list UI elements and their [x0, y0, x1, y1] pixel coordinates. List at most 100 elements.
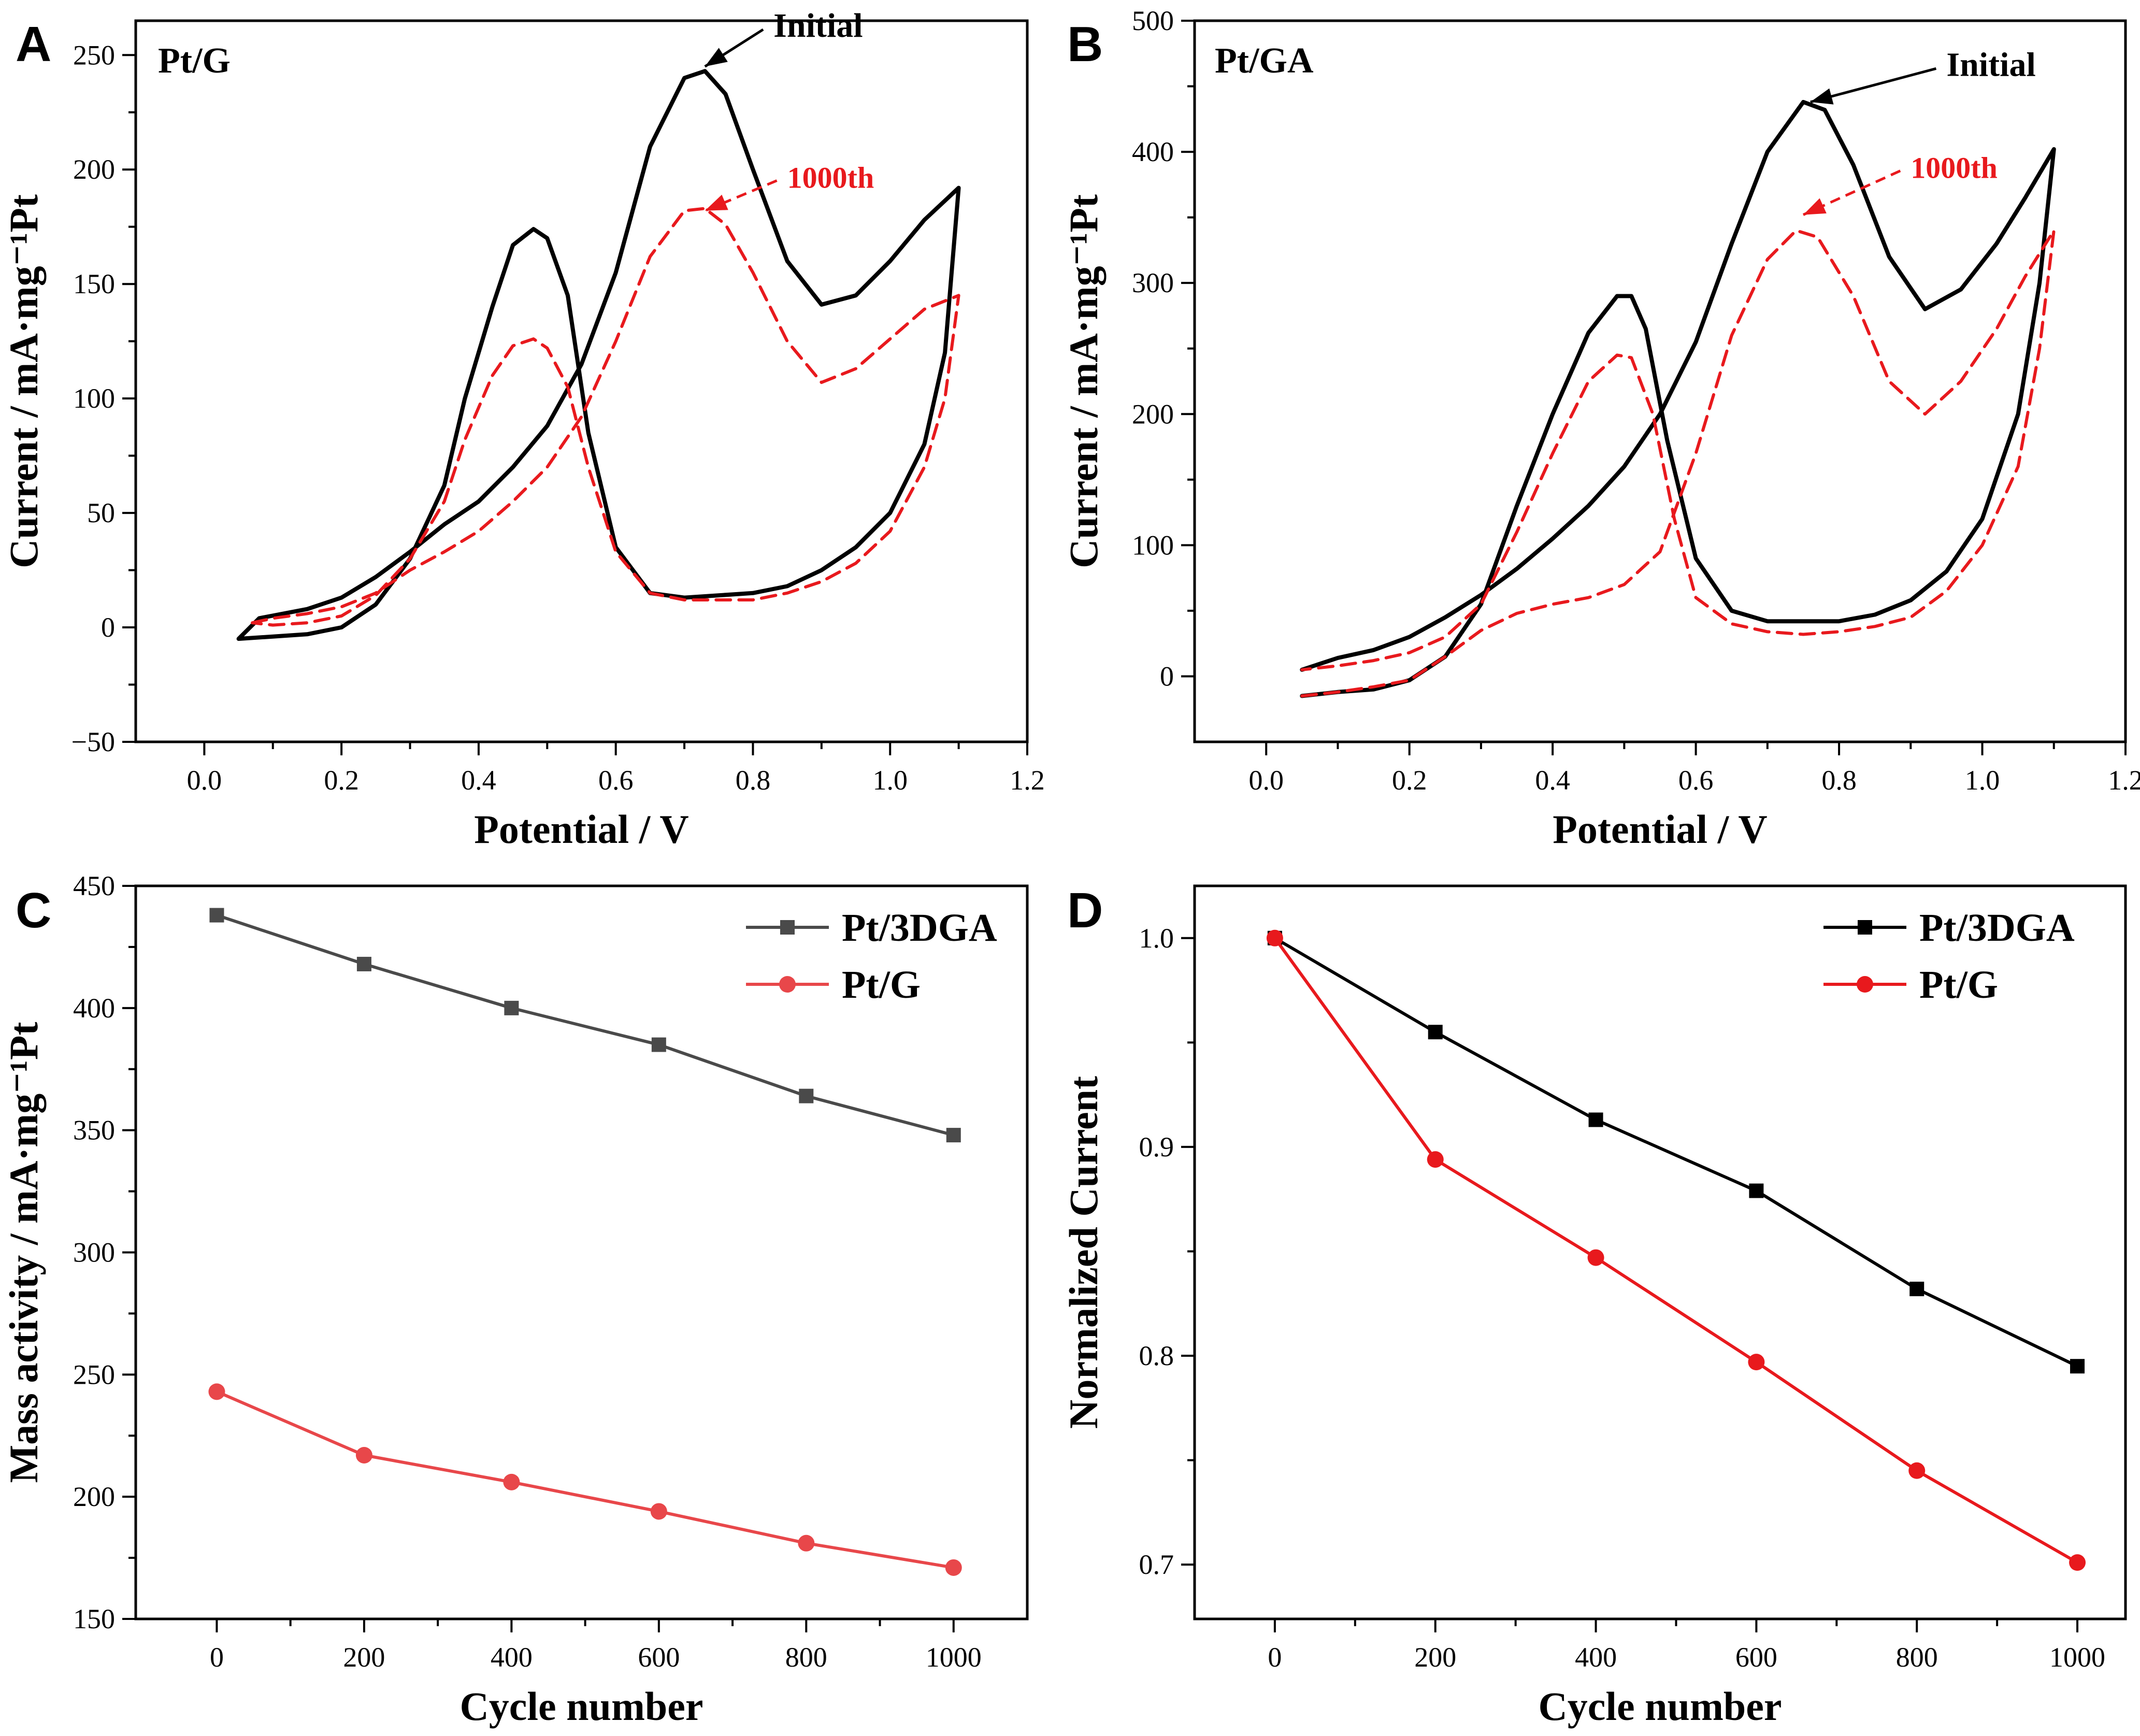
plot-frame — [1193, 19, 2127, 743]
y-tick-label: 100 — [1132, 529, 1174, 561]
data-point-circle — [798, 1534, 815, 1552]
cv-curve-initial — [236, 69, 961, 641]
x-tick-label: 1.2 — [1010, 765, 1045, 796]
data-point-square — [1749, 1183, 1764, 1198]
data-point-square — [651, 1037, 666, 1052]
annotation-arrow-head — [705, 194, 728, 211]
data-point-circle — [1908, 1462, 1926, 1479]
x-tick-label: 0.8 — [1821, 765, 1857, 796]
x-tick-label: 0.8 — [736, 765, 771, 796]
panel-a-cv-pt-g: 0.0 0.2 0.4 0.6 0.8 1.0 1.2 −50 0 50 100 150 200 250 P… — [1, 7, 1045, 852]
panel-b-cv-pt-ga: 0.0 0.2 0.4 0.6 0.8 1.0 1.2 0 100 200 300 400 500 Pot… — [1061, 5, 2140, 852]
x-tick-label: 1000 — [926, 1642, 982, 1673]
annotation-label: 1000th — [1911, 151, 1998, 185]
panel-letter-D: D — [1067, 883, 1103, 938]
x-tick-label: 0.4 — [461, 765, 496, 796]
data-point-square — [2070, 1359, 2085, 1374]
y-tick-label: 350 — [73, 1115, 115, 1146]
x-tick-label: 0 — [210, 1642, 224, 1673]
panel-letter-A: A — [16, 17, 51, 72]
data-point-circle — [2069, 1554, 2086, 1571]
data-point-circle — [1587, 1249, 1604, 1266]
data-point-circle — [503, 1473, 520, 1490]
annotation-label: 1000th — [787, 161, 874, 195]
annotation-arrow-head — [1810, 88, 1834, 105]
y-tick-label: 200 — [1132, 398, 1174, 429]
y-tick-label: 200 — [73, 154, 115, 185]
x-axis-title: Cycle number — [1538, 1684, 1782, 1729]
x-axis-title: Potential / V — [474, 807, 689, 852]
legend-label: Pt/G — [842, 963, 921, 1007]
x-tick-label: 600 — [1735, 1642, 1777, 1673]
y-tick-label: 0.7 — [1139, 1549, 1174, 1580]
x-axis-title: Potential / V — [1553, 807, 1768, 852]
panel-letter-C: C — [16, 883, 51, 938]
panel-letter-B: B — [1067, 17, 1103, 72]
y-tick-label: 0 — [1160, 661, 1174, 692]
data-point-circle — [945, 1559, 962, 1576]
data-point-square — [356, 956, 371, 971]
series-line-pt-3dga — [1274, 937, 2078, 1368]
x-tick-label: 1.0 — [872, 765, 908, 796]
inset-sample-label: Pt/GA — [1215, 41, 1314, 81]
legend-label: Pt/G — [1919, 963, 1998, 1007]
x-tick-label: 0.6 — [1678, 765, 1714, 796]
legend-marker-circle — [779, 976, 796, 993]
x-tick-label: 0 — [1268, 1642, 1282, 1673]
legend-marker-circle — [1857, 976, 1873, 993]
y-tick-label: 0.8 — [1139, 1340, 1174, 1371]
data-point-square — [799, 1088, 814, 1103]
cv-curve-initial — [1300, 99, 2056, 698]
x-tick-label: 1.2 — [2108, 765, 2140, 796]
x-tick-label: 200 — [1414, 1642, 1456, 1673]
x-tick-label: 800 — [1896, 1642, 1938, 1673]
annotation-label: Initial — [1946, 46, 2035, 83]
x-tick-label: 400 — [491, 1642, 533, 1673]
y-tick-label: 50 — [87, 497, 115, 528]
x-tick-label: 1000 — [2049, 1642, 2105, 1673]
legend-marker-square — [1858, 920, 1872, 935]
x-tick-label: 0.4 — [1535, 765, 1570, 796]
x-tick-label: 400 — [1575, 1642, 1617, 1673]
x-tick-label: 600 — [638, 1642, 680, 1673]
annotation-label: Initial — [773, 7, 863, 45]
y-axis-title: Current / mA·mg⁻¹Pt — [1061, 194, 1106, 568]
data-point-circle — [1266, 929, 1283, 946]
y-tick-label: −50 — [71, 726, 115, 757]
annotation-arrow-head — [705, 48, 728, 67]
data-point-square — [1428, 1025, 1443, 1040]
data-point-circle — [355, 1446, 372, 1464]
x-tick-label: 200 — [343, 1642, 385, 1673]
panel-c-mass-activity: 0 200 400 600 800 1000 150 200 250 300 350 400 450 Cy… — [1, 870, 1029, 1729]
series-line-pt-g — [216, 1390, 954, 1569]
y-tick-label: 150 — [73, 1603, 115, 1634]
y-axis-title: Current / mA·mg⁻¹Pt — [1, 194, 46, 568]
data-point-square — [946, 1128, 961, 1143]
y-tick-label: 150 — [73, 268, 115, 299]
data-point-circle — [208, 1383, 225, 1400]
legend-label: Pt/3DGA — [842, 906, 997, 950]
y-tick-label: 1.0 — [1139, 923, 1174, 954]
data-point-square — [209, 908, 224, 923]
plot-frame — [134, 19, 1029, 743]
x-tick-label: 0.2 — [1392, 765, 1427, 796]
y-axis-title: Normalized Current — [1061, 1076, 1106, 1429]
x-tick-label: 0.6 — [598, 765, 634, 796]
y-tick-label: 0.9 — [1139, 1131, 1174, 1163]
data-point-square — [1909, 1282, 1924, 1297]
y-tick-label: 0 — [101, 612, 115, 643]
inset-sample-label: Pt/G — [158, 41, 231, 81]
y-tick-label: 200 — [73, 1481, 115, 1512]
series-line-pt-g — [1273, 937, 2078, 1564]
data-point-circle — [1427, 1151, 1444, 1168]
x-tick-label: 800 — [785, 1642, 827, 1673]
y-tick-label: 400 — [1132, 136, 1174, 167]
legend-marker-square — [780, 920, 795, 935]
annotation-arrow-line — [704, 179, 778, 212]
y-axis-title: Mass activity / mA·mg⁻¹Pt — [1, 1022, 46, 1483]
y-tick-label: 300 — [73, 1237, 115, 1268]
y-tick-label: 250 — [73, 39, 115, 70]
y-tick-label: 500 — [1132, 5, 1174, 36]
panel-d-normalized-current: 0 200 400 600 800 1000 0.7 0.8 0.9 1.0 Cycle numbe… — [1061, 884, 2127, 1729]
